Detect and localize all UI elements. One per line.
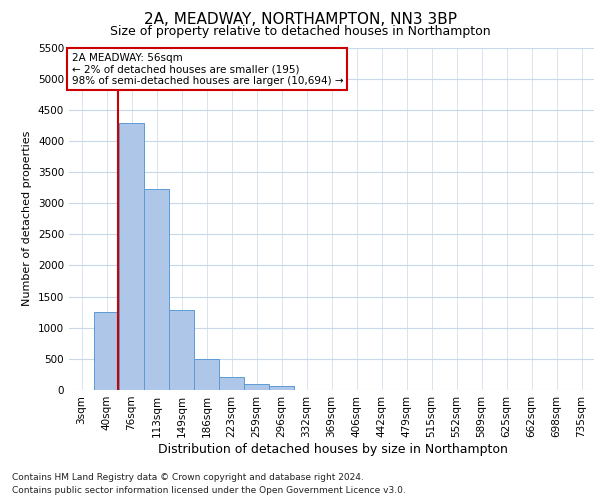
Text: Contains public sector information licensed under the Open Government Licence v3: Contains public sector information licen… [12, 486, 406, 495]
Bar [169, 310, 194, 390]
Text: 2A MEADWAY: 56sqm
← 2% of detached houses are smaller (195)
98% of semi-detached: 2A MEADWAY: 56sqm ← 2% of detached house… [71, 52, 343, 86]
Bar [219, 376, 244, 390]
Bar [194, 360, 219, 390]
Text: Contains HM Land Registry data © Crown copyright and database right 2024.: Contains HM Land Registry data © Crown c… [12, 472, 364, 482]
Text: 2A, MEADWAY, NORTHAMPTON, NN3 3BP: 2A, MEADWAY, NORTHAMPTON, NN3 3BP [143, 12, 457, 28]
Bar [269, 386, 294, 390]
Text: Size of property relative to detached houses in Northampton: Size of property relative to detached ho… [110, 25, 490, 38]
Bar [94, 312, 119, 390]
Bar [244, 384, 269, 390]
Bar [144, 189, 169, 390]
Bar [119, 124, 144, 390]
Y-axis label: Number of detached properties: Number of detached properties [22, 131, 32, 306]
Text: Distribution of detached houses by size in Northampton: Distribution of detached houses by size … [158, 442, 508, 456]
